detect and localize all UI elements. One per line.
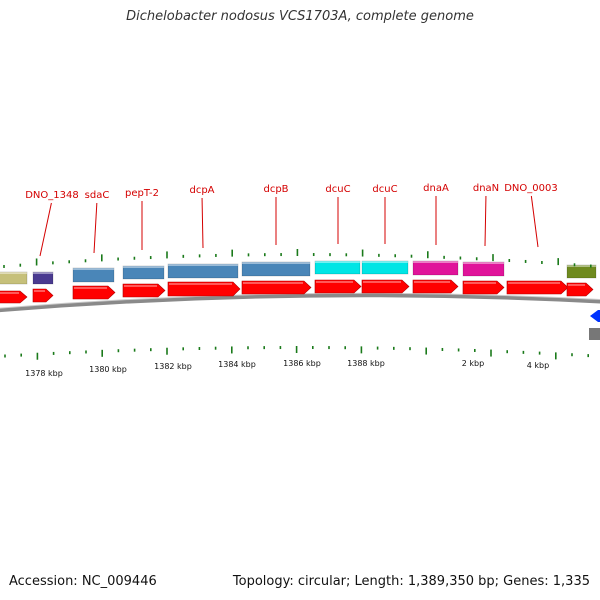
gene-label-dcuc: dcuC	[372, 184, 397, 195]
cds-arrow	[32, 288, 54, 303]
feature-block-shine	[463, 262, 504, 264]
feature-block-shine	[413, 261, 458, 263]
gene-label-group: DNO_1348 sdaC pepT-2 dcpA dcpB dcuC dcuC dnaA dn…	[25, 183, 558, 257]
scale-label: 1388 kbp	[347, 359, 385, 368]
scale-label: 1380 kbp	[89, 365, 127, 374]
gene-label-pept-2: pepT-2	[125, 188, 159, 199]
cds-arrow	[72, 285, 116, 300]
feature-block-shine	[567, 265, 596, 267]
grey-feature-block	[589, 328, 600, 340]
cds-arrow	[506, 280, 569, 295]
cds-arrow	[122, 283, 166, 298]
scale-label: 2 kbp	[462, 359, 484, 368]
cds-arrow	[241, 280, 312, 295]
genome-backbone-arc	[0, 293, 600, 313]
cds-arrow-shine	[243, 282, 303, 284]
gene-label-dno_0003: DNO_0003	[504, 183, 558, 194]
cds-arrow-shine	[0, 292, 19, 294]
scale-label: 1386 kbp	[283, 359, 321, 368]
feature-block-shine	[242, 262, 310, 264]
feature-block-dnan	[462, 261, 505, 277]
feature-block-dno_1348	[32, 271, 54, 285]
tick-marks-upper	[3, 249, 592, 268]
scale-label: 1382 kbp	[154, 362, 192, 371]
cds-arrow	[361, 279, 410, 294]
feature-block-dcpa	[167, 263, 239, 279]
cds-arrow-shine	[169, 283, 232, 285]
gene-leader-line	[39, 202, 52, 257]
gene-label-dcpb: dcpB	[263, 184, 288, 195]
cds-arrow	[314, 279, 362, 294]
feature-block-shine	[168, 264, 238, 266]
cds-arrow	[0, 290, 28, 304]
feature-block-shine	[123, 266, 164, 268]
feature-block-dnaa	[412, 260, 459, 276]
cds-arrow-shine	[414, 281, 450, 283]
feature-block-olive	[566, 264, 597, 279]
map-title: Dichelobacter nodosus VCS1703A, complete…	[126, 9, 474, 24]
gene-label-dcpa: dcpA	[189, 185, 214, 196]
cds-arrow-shine	[124, 285, 157, 287]
feature-block-dcpb	[241, 261, 311, 277]
gene-label-dno_1348: DNO_1348	[25, 190, 79, 201]
feature-block-shine	[362, 261, 408, 263]
feature-track-cds	[0, 279, 594, 304]
gene-label-dnaa: dnaA	[423, 183, 449, 194]
cds-arrow	[462, 280, 505, 295]
feature-block-dcuc	[314, 260, 361, 275]
scale-label-group: 1378 kbp 1380 kbp 1382 kbp 1384 kbp 1386 kbp…	[25, 359, 549, 378]
feature-block-shine	[33, 272, 53, 274]
gene-leader-line	[93, 202, 98, 254]
accession-text: Accession: NC_009446	[9, 574, 157, 589]
feature-track-top	[0, 260, 597, 285]
cds-arrow-shine	[568, 284, 585, 286]
cds-arrow-shine	[464, 282, 496, 284]
blue-feature-arrow	[590, 310, 600, 322]
feature-block-sdac	[72, 267, 115, 283]
gene-label-sdac: sdaC	[85, 190, 110, 201]
gene-leader-line	[201, 197, 204, 249]
feature-block-shine	[315, 261, 360, 263]
scale-label: 1378 kbp	[25, 369, 63, 378]
cds-arrow	[167, 281, 241, 297]
gene-leader-line	[530, 195, 539, 248]
feature-block-pept-2	[122, 265, 165, 280]
cds-arrow	[412, 279, 459, 294]
cds-arrow	[566, 282, 594, 297]
feature-block-dcuc	[361, 260, 409, 275]
feature-block-shine	[73, 268, 114, 270]
tick-marks-lower	[4, 346, 590, 360]
topology-summary-text: Topology: circular; Length: 1,389,350 bp…	[232, 574, 590, 589]
cds-arrow-shine	[34, 290, 45, 292]
feature-block-khaki	[0, 271, 28, 285]
cds-arrow-shine	[316, 281, 353, 283]
gene-label-dnan: dnaN	[473, 183, 499, 194]
cds-arrow-shine	[363, 281, 401, 283]
gene-leader-line	[484, 195, 487, 247]
cds-arrow-shine	[74, 287, 107, 289]
scale-label: 4 kbp	[527, 361, 549, 370]
gene-label-dcuc: dcuC	[325, 184, 350, 195]
feature-block-shine	[0, 272, 27, 274]
cds-arrow-shine	[508, 282, 560, 284]
scale-label: 1384 kbp	[218, 360, 256, 369]
